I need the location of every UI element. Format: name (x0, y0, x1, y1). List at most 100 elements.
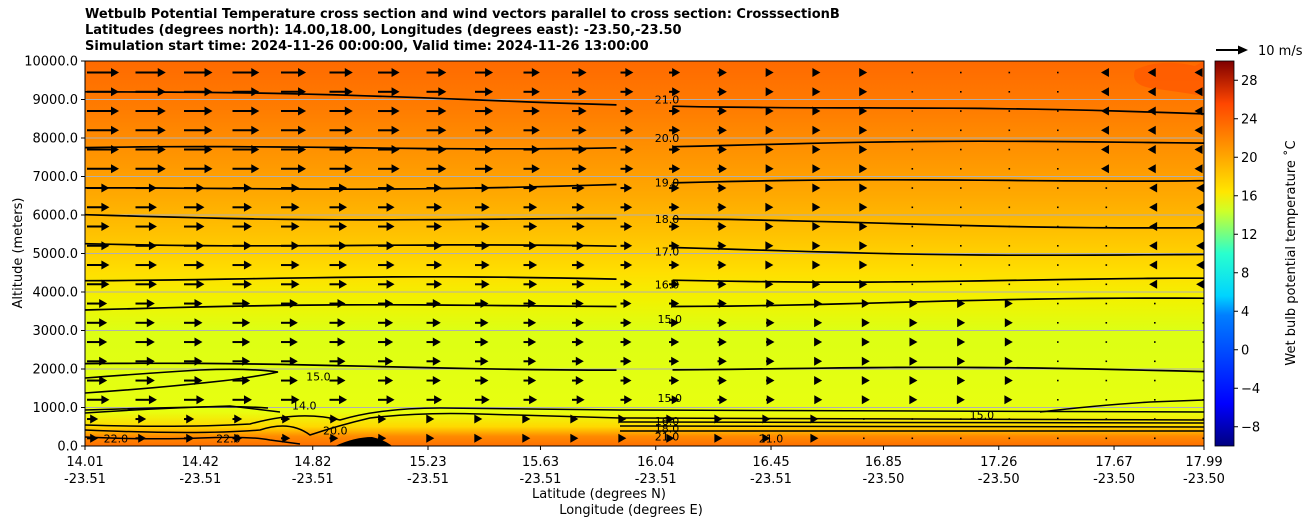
wind-vector (620, 299, 632, 309)
wind-vector (960, 187, 962, 189)
wind-vector (572, 164, 587, 174)
wind-vector (1057, 360, 1059, 363)
contour-line (85, 90, 1204, 115)
wind-vector (717, 183, 727, 193)
wind-vector (523, 164, 540, 174)
wind-vector (135, 106, 166, 116)
y-tick-label: 4000.0 (33, 286, 79, 301)
wind-vector (572, 376, 584, 386)
wind-vector (861, 395, 870, 405)
wind-vector (1057, 187, 1059, 189)
wind-vector (1008, 283, 1011, 286)
wind-vector (329, 183, 348, 193)
wind-vector (281, 279, 300, 289)
wind-vector (765, 222, 774, 232)
x-tick-label-lat: 14.01 (66, 455, 103, 470)
wind-vector (1196, 260, 1204, 270)
wind-vector (184, 202, 205, 212)
wind-vector (1100, 87, 1109, 97)
wind-vector (814, 356, 823, 366)
wind-vector (184, 299, 203, 309)
contour-label: 22.0 (104, 432, 129, 445)
wind-vector (475, 356, 489, 366)
wind-vector (1194, 68, 1203, 78)
wind-vector (717, 318, 727, 328)
x-axis-label-lon: Longitude (degrees E) (559, 503, 703, 518)
wind-vector (1057, 206, 1059, 209)
wind-vector (1149, 183, 1158, 193)
wind-vector (523, 376, 537, 386)
wind-vector (232, 68, 260, 78)
wind-vector (426, 279, 443, 289)
wind-vector (426, 337, 441, 347)
wind-vector (378, 145, 400, 155)
wind-vector (957, 318, 966, 328)
title-line-3: Simulation start time: 2024-11-26 00:00:… (85, 39, 649, 54)
wind-vector (1008, 71, 1011, 74)
wind-vector (87, 395, 110, 405)
wind-vector (378, 125, 400, 135)
wind-vector (1057, 341, 1059, 343)
wind-vector (859, 87, 868, 97)
wind-vector (184, 222, 205, 232)
wind-vector (960, 71, 962, 74)
wind-vector (87, 260, 110, 270)
wind-vector (184, 260, 205, 270)
wind-vector (717, 125, 727, 135)
wind-vector (184, 376, 203, 386)
contour-label: 15.0 (970, 409, 995, 422)
wind-vector (523, 68, 540, 78)
wind-vector (1154, 302, 1156, 305)
wind-vector (766, 376, 775, 386)
wind-vector (620, 202, 633, 212)
x-tick-label-lon: -23.51 (520, 472, 562, 487)
y-tick-label: 0.0 (57, 440, 78, 455)
y-tick-label: 9000.0 (33, 93, 79, 108)
y-tick-label: 5000.0 (33, 247, 79, 262)
quiver-key-arrowhead (1238, 45, 1248, 55)
wind-vector (378, 106, 400, 116)
x-tick-label-lat: 14.42 (182, 455, 219, 470)
wind-vector (911, 129, 914, 132)
wind-vector (911, 206, 914, 209)
wind-vector (232, 106, 260, 116)
wind-vector (281, 106, 307, 116)
wind-vector (87, 318, 108, 328)
wind-vector (329, 260, 348, 270)
wind-vector (87, 106, 119, 116)
wind-vector (911, 148, 914, 151)
wind-vector (620, 395, 633, 405)
y-axis-label: Altitude (meters) (11, 198, 26, 309)
wind-vector (812, 241, 821, 251)
wind-vector (1105, 245, 1108, 247)
contour-line (85, 213, 1204, 229)
wind-vector (766, 318, 775, 328)
wind-vector (669, 318, 680, 328)
wind-vector (572, 68, 587, 78)
wind-vector (475, 87, 494, 97)
wind-vector (1105, 360, 1108, 363)
contour-label: 20.0 (655, 132, 680, 145)
wind-vector (184, 318, 203, 328)
wind-vector (669, 222, 680, 232)
wind-vector (1149, 202, 1158, 212)
wind-vector (281, 395, 300, 405)
wind-vector (426, 433, 435, 443)
wind-vector (911, 91, 914, 93)
wind-vector (765, 202, 774, 212)
wind-vector (859, 68, 868, 78)
wind-vector (426, 318, 441, 328)
wind-vector (1149, 279, 1158, 289)
wind-vector (1149, 222, 1158, 232)
wind-vector (1154, 322, 1156, 324)
wind-vector (378, 68, 400, 78)
wind-vector (1147, 106, 1156, 116)
wind-vector (1004, 356, 1013, 366)
wind-vector (1004, 376, 1013, 386)
wind-vector (1147, 164, 1156, 174)
wind-vector (572, 125, 587, 135)
wind-vector (232, 125, 260, 135)
wind-vector (814, 318, 823, 328)
contour-label: 16.0 (655, 415, 680, 428)
wind-vector (135, 202, 157, 212)
